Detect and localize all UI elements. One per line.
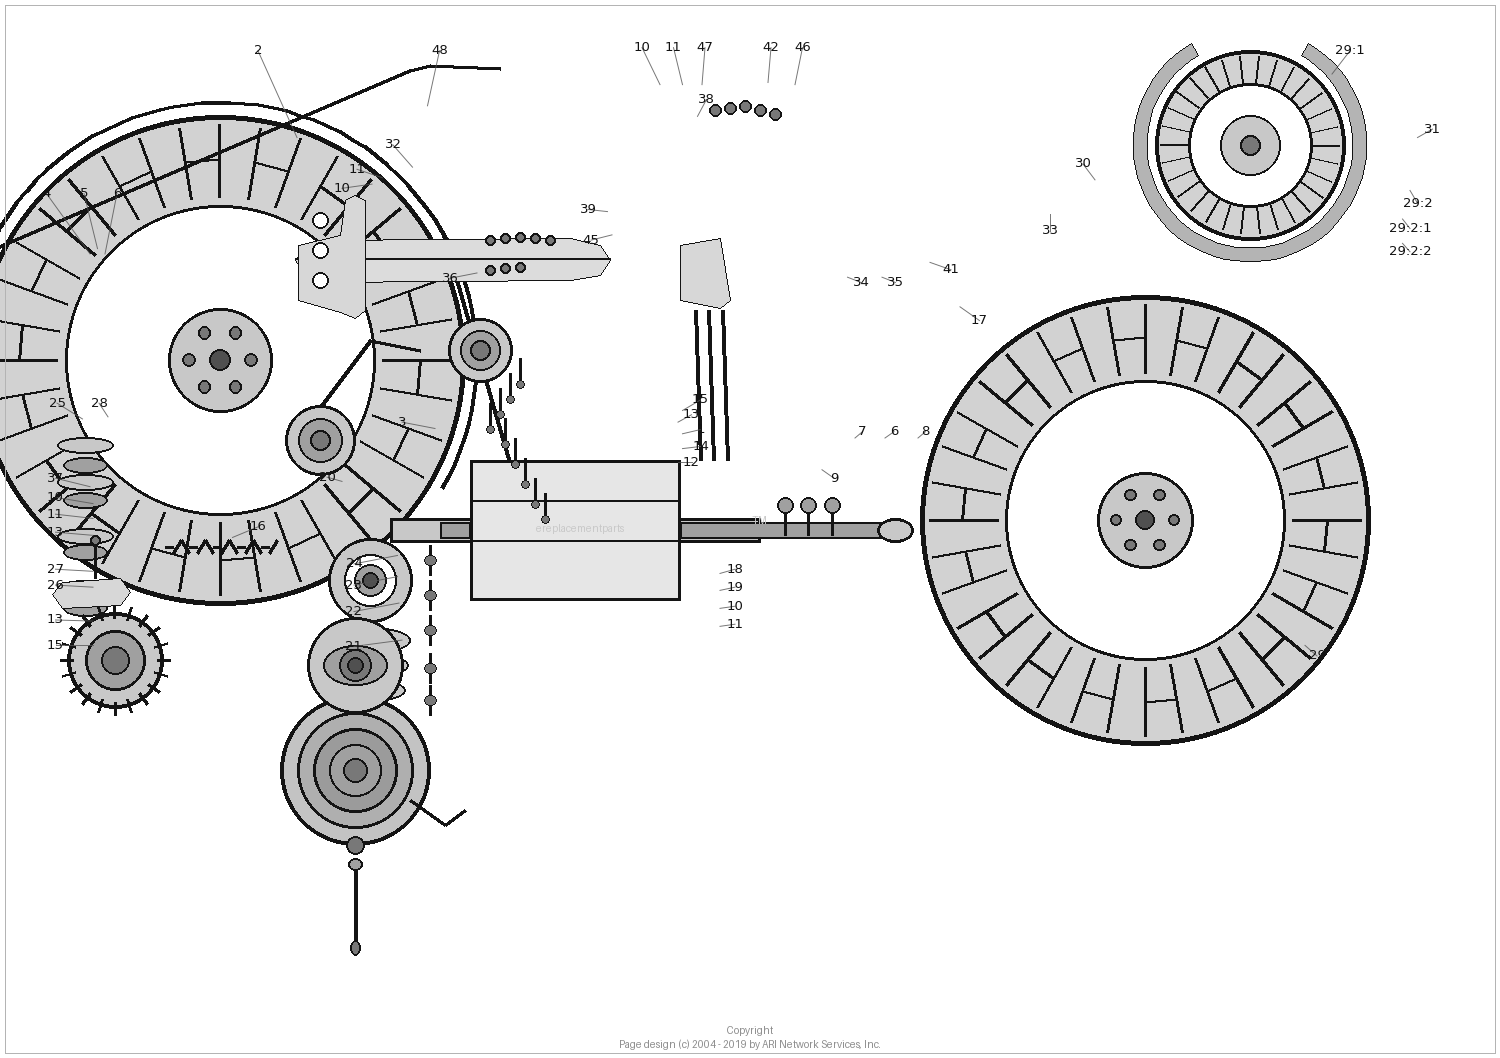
Text: 15: 15 xyxy=(692,394,709,406)
Text: 6: 6 xyxy=(890,425,898,438)
Text: 34: 34 xyxy=(852,276,870,289)
Text: 5: 5 xyxy=(80,187,88,200)
Text: 21: 21 xyxy=(345,640,363,653)
Text: 16: 16 xyxy=(249,521,267,533)
Text: 31: 31 xyxy=(1424,123,1442,135)
Text: 32: 32 xyxy=(384,139,402,151)
Text: 36: 36 xyxy=(441,272,459,285)
Text: 26: 26 xyxy=(46,579,64,591)
Text: 30: 30 xyxy=(1074,158,1092,170)
Text: 18: 18 xyxy=(726,563,744,576)
Text: 11: 11 xyxy=(46,508,64,521)
Text: 28: 28 xyxy=(90,397,108,409)
Text: 27: 27 xyxy=(46,563,64,576)
Text: 33: 33 xyxy=(1041,224,1059,237)
Text: 10: 10 xyxy=(46,491,64,504)
Text: 38: 38 xyxy=(698,93,715,106)
Text: 10: 10 xyxy=(726,600,744,613)
Text: 11: 11 xyxy=(726,618,744,631)
Text: 13: 13 xyxy=(46,614,64,626)
Text: 12: 12 xyxy=(682,456,700,469)
Text: 47: 47 xyxy=(696,41,714,54)
Text: 41: 41 xyxy=(942,263,960,276)
Text: 11: 11 xyxy=(664,41,682,54)
Text: 29: 29 xyxy=(1308,650,1326,662)
Text: 45: 45 xyxy=(582,234,600,247)
Text: 17: 17 xyxy=(970,314,988,327)
Text: 7: 7 xyxy=(858,425,867,438)
Text: 4: 4 xyxy=(42,187,51,200)
Text: 22: 22 xyxy=(345,605,363,618)
Text: 3: 3 xyxy=(398,416,406,428)
Text: 48: 48 xyxy=(430,44,448,57)
Text: 20: 20 xyxy=(318,471,336,484)
Text: 29:2: 29:2 xyxy=(1402,197,1432,209)
Text: 39: 39 xyxy=(579,203,597,216)
Text: 11: 11 xyxy=(348,163,366,176)
Text: 14: 14 xyxy=(692,440,709,453)
Text: 29:2:2: 29:2:2 xyxy=(1389,245,1431,258)
Text: 1: 1 xyxy=(696,423,705,436)
Text: 15: 15 xyxy=(46,639,64,652)
Text: 13: 13 xyxy=(682,408,700,421)
Text: 24: 24 xyxy=(345,558,363,570)
Text: 25: 25 xyxy=(48,397,66,409)
Text: 9: 9 xyxy=(830,472,839,485)
Text: 19: 19 xyxy=(726,581,744,594)
Text: 37: 37 xyxy=(46,472,64,485)
Text: 29:1: 29:1 xyxy=(1335,44,1365,57)
Text: 8: 8 xyxy=(921,425,930,438)
Text: 42: 42 xyxy=(762,41,780,54)
Text: 2: 2 xyxy=(254,44,262,57)
Text: 46: 46 xyxy=(794,41,812,54)
Text: 6: 6 xyxy=(112,187,122,200)
Text: 35: 35 xyxy=(886,276,904,289)
Text: 29:2:1: 29:2:1 xyxy=(1389,222,1431,235)
Text: 10: 10 xyxy=(333,182,351,195)
Text: 23: 23 xyxy=(345,579,363,591)
Text: 10: 10 xyxy=(633,41,651,54)
Text: 13: 13 xyxy=(46,526,64,539)
